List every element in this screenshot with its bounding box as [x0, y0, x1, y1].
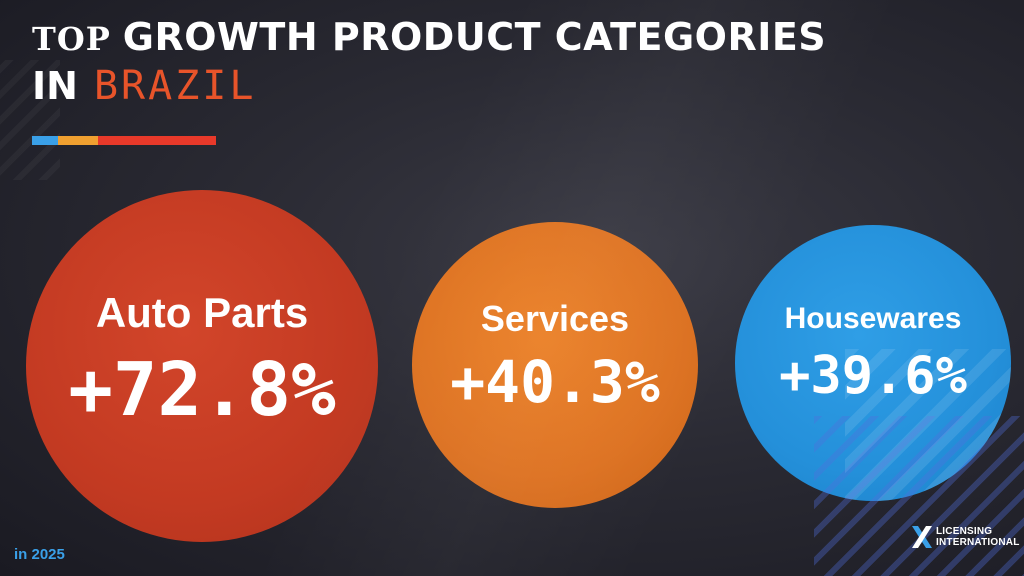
category-growth: +40.3% [450, 348, 660, 416]
underline-segment-blue [32, 136, 58, 145]
slide-title: TOP GROWTH PRODUCT CATEGORIES IN BRAZIL [32, 18, 826, 106]
title-line-2: IN BRAZIL [32, 66, 826, 106]
category-circle-services: Services +40.3% [412, 222, 698, 508]
logo-line-1: LICENSING [936, 526, 993, 537]
logo-line-2: INTERNATIONAL [936, 537, 1020, 548]
footnote-year: in 2025 [14, 546, 65, 563]
category-circle-housewares: Housewares +39.6% [735, 225, 1011, 501]
title-line-1: TOP GROWTH PRODUCT CATEGORIES [32, 18, 826, 56]
underline-segment-orange [58, 136, 98, 145]
category-name: Housewares [784, 302, 962, 335]
underline-segment-red [98, 136, 216, 145]
category-name: Services [480, 298, 630, 339]
category-growth: +72.8% [68, 347, 336, 433]
decorative-stripes-top-left [0, 60, 60, 180]
title-underline-bar [32, 136, 216, 145]
logo-wordmark: LICENSING INTERNATIONAL [936, 526, 1020, 548]
decorative-stripes-circle [845, 349, 1011, 501]
decorative-stripes-bottom-right [814, 416, 1024, 576]
title-top-word: TOP [32, 20, 111, 58]
category-growth: +39.6% [779, 346, 967, 406]
category-circle-auto-parts: Auto Parts +72.8% [26, 190, 378, 542]
x-logo-icon [912, 526, 932, 548]
title-in-word: IN [32, 64, 78, 108]
title-country: BRAZIL [93, 63, 257, 109]
title-main-text: GROWTH PRODUCT CATEGORIES [122, 15, 827, 59]
category-name: Auto Parts [95, 289, 309, 336]
licensing-international-logo: LICENSING INTERNATIONAL [912, 526, 1020, 548]
